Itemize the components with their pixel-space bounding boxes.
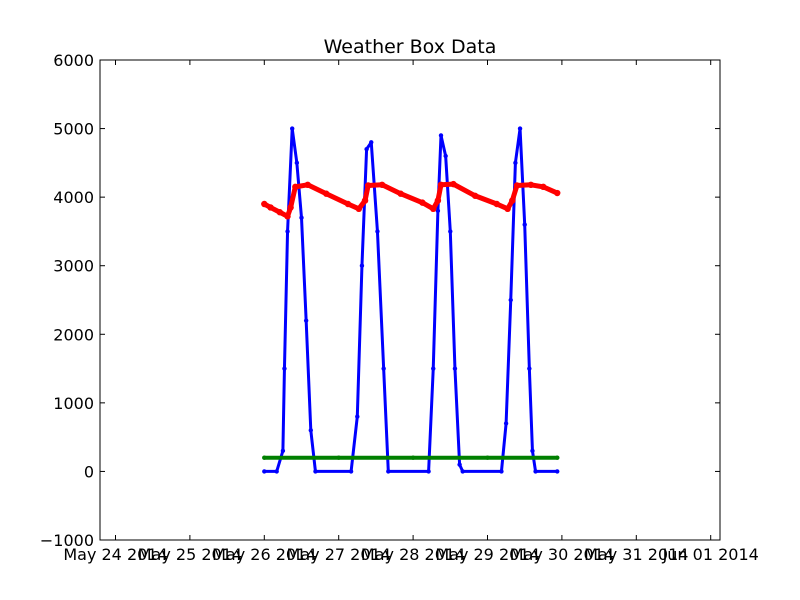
data-point [267, 204, 274, 211]
data-point [438, 133, 444, 138]
y-tick-label: 3000 [53, 257, 94, 276]
data-point [503, 421, 509, 426]
data-point [262, 455, 267, 460]
data-point [369, 140, 374, 145]
data-point [364, 182, 372, 189]
data-point [294, 160, 300, 166]
data-point [276, 209, 283, 216]
x-tick-label: May 24 2014 [63, 545, 167, 564]
data-point [359, 263, 365, 268]
data-point [284, 213, 291, 220]
data-point [517, 126, 523, 131]
data-point [290, 126, 295, 131]
y-tick-label: 5000 [53, 120, 94, 139]
data-point [285, 229, 290, 234]
data-point [313, 469, 318, 474]
y-tick-label: 1000 [53, 394, 94, 413]
data-point [504, 205, 511, 212]
data-point [540, 183, 547, 191]
data-point [282, 366, 287, 371]
data-point [555, 455, 560, 460]
data-point [513, 182, 521, 189]
data-point [452, 366, 458, 371]
x-tick-label: May 29 2014 [435, 545, 539, 564]
data-point [344, 200, 352, 208]
data-point [509, 197, 516, 204]
y-tick-label: 6000 [53, 51, 94, 70]
chart-title: Weather Box Data [324, 36, 497, 58]
data-point [274, 469, 279, 474]
data-point [355, 414, 360, 419]
data-point [435, 208, 441, 214]
data-point [426, 469, 431, 474]
data-point [381, 366, 386, 371]
data-point [437, 181, 445, 188]
data-point [262, 469, 267, 474]
data-point [533, 469, 538, 474]
data-point [448, 229, 453, 234]
data-point [430, 205, 437, 212]
data-point [361, 197, 369, 204]
data-point [287, 204, 294, 211]
data-point [304, 181, 311, 188]
x-tick-label: May 25 2014 [138, 545, 242, 564]
data-point [375, 229, 380, 234]
data-point [386, 469, 391, 474]
axes-layer: −1000 0 1000 2000 3000 4000 5000 6000 May 24 201… [40, 51, 759, 564]
y-tick-label: 0 [84, 462, 94, 481]
data-point [280, 448, 286, 454]
data-point [419, 199, 426, 206]
y-tick-label: 2000 [53, 325, 94, 344]
x-tick-label: May 28 2014 [361, 545, 465, 564]
series-layer [261, 126, 561, 474]
data-point [522, 222, 527, 227]
data-point [457, 462, 462, 467]
data-point [292, 183, 299, 191]
plot-frame [99, 59, 721, 541]
x-tick-label: May 30 2014 [510, 545, 614, 564]
data-point [364, 146, 369, 152]
data-point [443, 153, 448, 159]
data-point [261, 200, 268, 208]
x-tick-label: May 26 2014 [212, 545, 316, 564]
data-point [527, 181, 535, 188]
data-point [508, 297, 513, 303]
data-point [460, 469, 465, 474]
y-tick-label: −1000 [40, 531, 94, 550]
data-point [348, 469, 354, 474]
data-point [493, 200, 500, 208]
data-point [499, 469, 504, 474]
data-point [308, 428, 313, 433]
data-point [299, 215, 304, 220]
data-point [336, 455, 341, 460]
plot-area [100, 60, 720, 540]
data-point [303, 318, 309, 323]
x-tick-label: May 27 2014 [287, 545, 391, 564]
data-point [450, 180, 457, 188]
series-3 [262, 455, 560, 460]
series-2 [261, 180, 561, 220]
data-point [530, 448, 535, 454]
y-tick-label: 4000 [53, 188, 94, 207]
x-tick-label: Jun 01 2014 [662, 545, 759, 564]
data-point [397, 190, 404, 197]
data-point [431, 366, 436, 371]
x-tick-label: May 31 2014 [584, 545, 688, 564]
data-point [513, 160, 518, 166]
data-point [355, 205, 363, 212]
data-point [471, 192, 479, 199]
data-point [485, 455, 490, 460]
data-point [323, 190, 330, 197]
data-point [378, 181, 386, 188]
data-point [410, 455, 416, 460]
data-point [527, 366, 532, 371]
data-point [434, 197, 442, 204]
data-point [555, 469, 560, 474]
data-point [554, 189, 561, 197]
